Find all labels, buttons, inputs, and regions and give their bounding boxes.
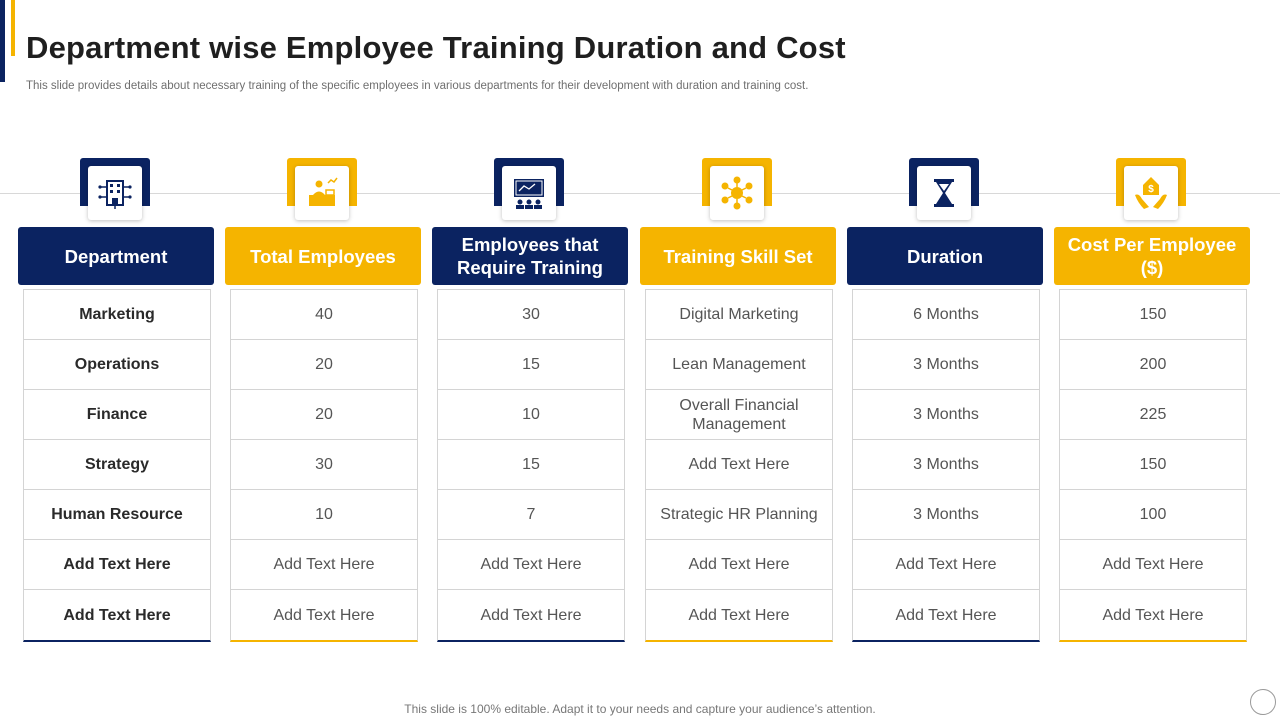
column-cells: 150 200 225 150 100 Add Text Here Add Te… — [1059, 289, 1247, 642]
table-cell: Add Text Here — [24, 540, 210, 590]
table-cell: Add Text Here — [646, 540, 832, 590]
skill-network-icon — [710, 166, 764, 220]
table-cell: 10 — [438, 390, 624, 440]
table-cell: Operations — [24, 340, 210, 390]
table-cell: Add Text Here — [480, 606, 582, 624]
footer-note: This slide is 100% editable. Adapt it to… — [404, 702, 876, 716]
table-cell: 30 — [231, 440, 417, 490]
table-cell: 15 — [438, 440, 624, 490]
table-cell: Add Text Here — [1060, 540, 1246, 590]
table-cell: 3 Months — [853, 440, 1039, 490]
desk-employee-icon — [295, 166, 349, 220]
icon-tab — [909, 158, 979, 220]
presentation-board-icon — [502, 166, 556, 220]
table-cell: Human Resource — [24, 490, 210, 540]
column-cells: Marketing Operations Finance Strategy Hu… — [23, 289, 211, 642]
table-cell: Add Text Here — [1102, 606, 1204, 624]
table-cell: Marketing — [24, 290, 210, 340]
table-cell: Add Text Here — [273, 606, 375, 624]
table-cell: 7 — [438, 490, 624, 540]
table-cell: Add Text Here — [646, 440, 832, 490]
divider-line — [0, 193, 1280, 194]
icon-tab — [80, 158, 150, 220]
table-cell: Add Text Here — [63, 606, 171, 624]
column-cells: 6 Months 3 Months 3 Months 3 Months 3 Mo… — [852, 289, 1040, 642]
table-cell: Finance — [24, 390, 210, 440]
table-cell: Strategy — [24, 440, 210, 490]
accent-bar-gold — [11, 0, 15, 56]
table-cell: 3 Months — [853, 340, 1039, 390]
table-cell: Digital Marketing — [646, 290, 832, 340]
slide-title: Department wise Employee Training Durati… — [26, 30, 846, 65]
table-cell: 100 — [1060, 490, 1246, 540]
table-cell: Add Text Here — [231, 540, 417, 590]
table-cell: 225 — [1060, 390, 1246, 440]
accent-bar-navy — [0, 0, 5, 82]
table-cell: 3 Months — [853, 390, 1039, 440]
table-cell: Lean Management — [646, 340, 832, 390]
table-cell: 200 — [1060, 340, 1246, 390]
table-cell: 10 — [231, 490, 417, 540]
svg-text:$: $ — [1148, 184, 1154, 195]
building-icon — [88, 166, 142, 220]
table-cell: 20 — [231, 340, 417, 390]
icon-tab: $ — [1116, 158, 1186, 220]
hourglass-icon — [917, 166, 971, 220]
table-cell: 20 — [231, 390, 417, 440]
header-department: Department — [18, 227, 214, 285]
table-cell: Add Text Here — [853, 540, 1039, 590]
table-cell: 3 Months — [853, 490, 1039, 540]
money-hands-icon: $ — [1124, 166, 1178, 220]
icon-tab — [287, 158, 357, 220]
table-cell: Add Text Here — [688, 606, 790, 624]
column-cells: 40 20 20 30 10 Add Text Here Add Text He… — [230, 289, 418, 642]
table-cell: 150 — [1060, 290, 1246, 340]
header-total-employees: Total Employees — [225, 227, 421, 285]
table-cell: 150 — [1060, 440, 1246, 490]
column-cells: Digital Marketing Lean Management Overal… — [645, 289, 833, 642]
table-cell: Add Text Here — [895, 606, 997, 624]
header-cost-per-employee: Cost Per Employee ($) — [1054, 227, 1250, 285]
table-cell: 40 — [231, 290, 417, 340]
table-cell: Overall Financial Management — [646, 390, 832, 440]
table-cell: Add Text Here — [438, 540, 624, 590]
column-cells: 30 15 10 15 7 Add Text Here Add Text Her… — [437, 289, 625, 642]
corner-circle — [1250, 689, 1276, 715]
header-employees-require-training: Employees that Require Training — [432, 227, 628, 285]
table-cell: 6 Months — [853, 290, 1039, 340]
slide-subtitle: This slide provides details about necess… — [26, 80, 809, 92]
icon-tab — [702, 158, 772, 220]
icon-tab — [494, 158, 564, 220]
table-cell: Strategic HR Planning — [646, 490, 832, 540]
header-duration: Duration — [847, 227, 1043, 285]
header-training-skill-set: Training Skill Set — [640, 227, 836, 285]
table-cell: 15 — [438, 340, 624, 390]
table-cell: 30 — [438, 290, 624, 340]
